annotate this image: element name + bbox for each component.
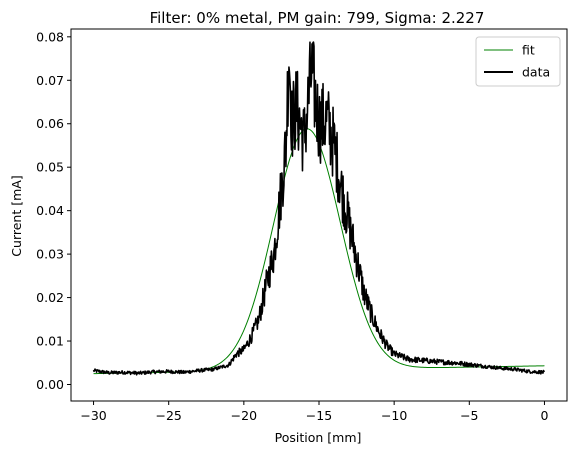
x-tick-label: −25: [156, 408, 182, 423]
legend: fit data: [476, 37, 560, 86]
x-tick-label: 0: [540, 408, 548, 423]
y-tick-label: 0.06: [36, 116, 64, 131]
x-axis-ticks: −30 −25 −20 −15 −10 −5 0: [80, 401, 548, 423]
x-axis-label: Position [mm]: [275, 430, 362, 445]
x-tick-label: −20: [231, 408, 257, 423]
y-tick-label: 0.05: [36, 160, 64, 175]
x-tick-label: −10: [381, 408, 407, 423]
x-tick-label: −30: [80, 408, 106, 423]
y-tick-label: 0.01: [36, 334, 64, 349]
y-axis-ticks: 0.00 0.01 0.02 0.03 0.04 0.05 0.06 0.07 0.08: [36, 29, 71, 392]
y-axis-label: Current [mA]: [9, 175, 24, 256]
x-tick-label: −5: [460, 408, 478, 423]
plot-area: [94, 42, 545, 375]
y-tick-label: 0.08: [36, 29, 64, 44]
legend-fit-label: fit: [522, 43, 535, 58]
data-series-line: [94, 42, 545, 375]
y-tick-label: 0.04: [36, 203, 64, 218]
chart-title: Filter: 0% metal, PM gain: 799, Sigma: 2…: [150, 9, 485, 27]
x-tick-label: −15: [306, 408, 332, 423]
y-tick-label: 0.02: [36, 290, 64, 305]
y-tick-label: 0.00: [36, 377, 64, 392]
y-tick-label: 0.07: [36, 73, 64, 88]
fit-series-line: [94, 129, 545, 374]
legend-data-label: data: [522, 65, 550, 80]
y-tick-label: 0.03: [36, 247, 64, 262]
